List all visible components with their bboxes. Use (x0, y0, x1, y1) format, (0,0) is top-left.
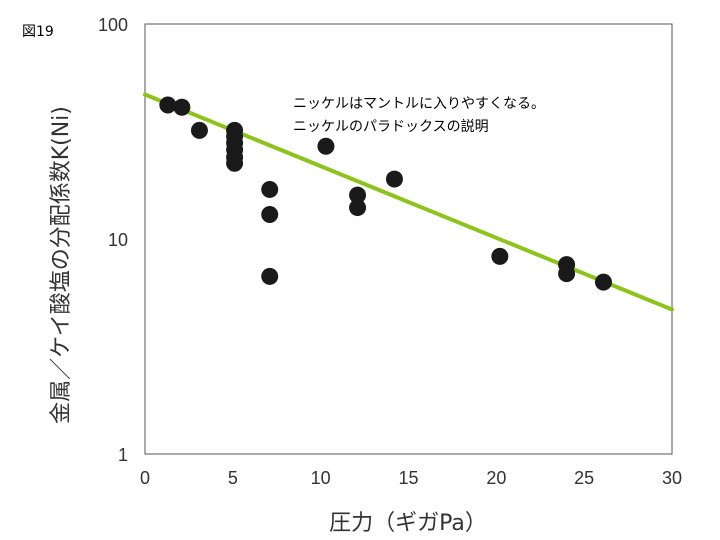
data-point (349, 199, 367, 217)
x-axis: 0 5 10 15 20 25 30 (140, 468, 682, 488)
data-point (190, 121, 208, 139)
x-tick-label: 10 (311, 468, 331, 488)
y-axis: 1 10 100 (98, 15, 128, 465)
x-tick-label: 0 (140, 468, 150, 488)
y-tick-label: 1 (118, 445, 128, 465)
data-point (558, 265, 576, 283)
data-point (261, 206, 279, 224)
data-point (491, 247, 509, 265)
data-point (173, 98, 191, 116)
x-tick-label: 25 (574, 468, 594, 488)
data-points (159, 96, 612, 291)
data-point (594, 273, 612, 291)
data-point (226, 154, 244, 172)
x-tick-label: 15 (398, 468, 418, 488)
y-tick-label: 10 (108, 230, 128, 250)
y-axis-title: 金属／ケイ酸塩の分配係数K(Ni) (49, 106, 74, 424)
data-point (317, 137, 335, 155)
data-point (261, 180, 279, 198)
figure-label: 図19 (22, 24, 54, 40)
annotation-line-2: ニッケルのパラドックスの説明 (293, 119, 489, 135)
x-axis-title: 圧力（ギガPa） (329, 511, 487, 536)
data-point (159, 96, 177, 114)
data-point (385, 170, 403, 188)
x-tick-label: 30 (662, 468, 682, 488)
x-tick-label: 20 (486, 468, 506, 488)
plot-frame (144, 23, 673, 455)
y-tick-label: 100 (98, 15, 128, 35)
annotation-line-1: ニッケルはマントルに入りやすくなる。 (293, 96, 545, 112)
x-tick-label: 5 (228, 468, 238, 488)
data-point (261, 267, 279, 285)
data-point (349, 186, 367, 204)
